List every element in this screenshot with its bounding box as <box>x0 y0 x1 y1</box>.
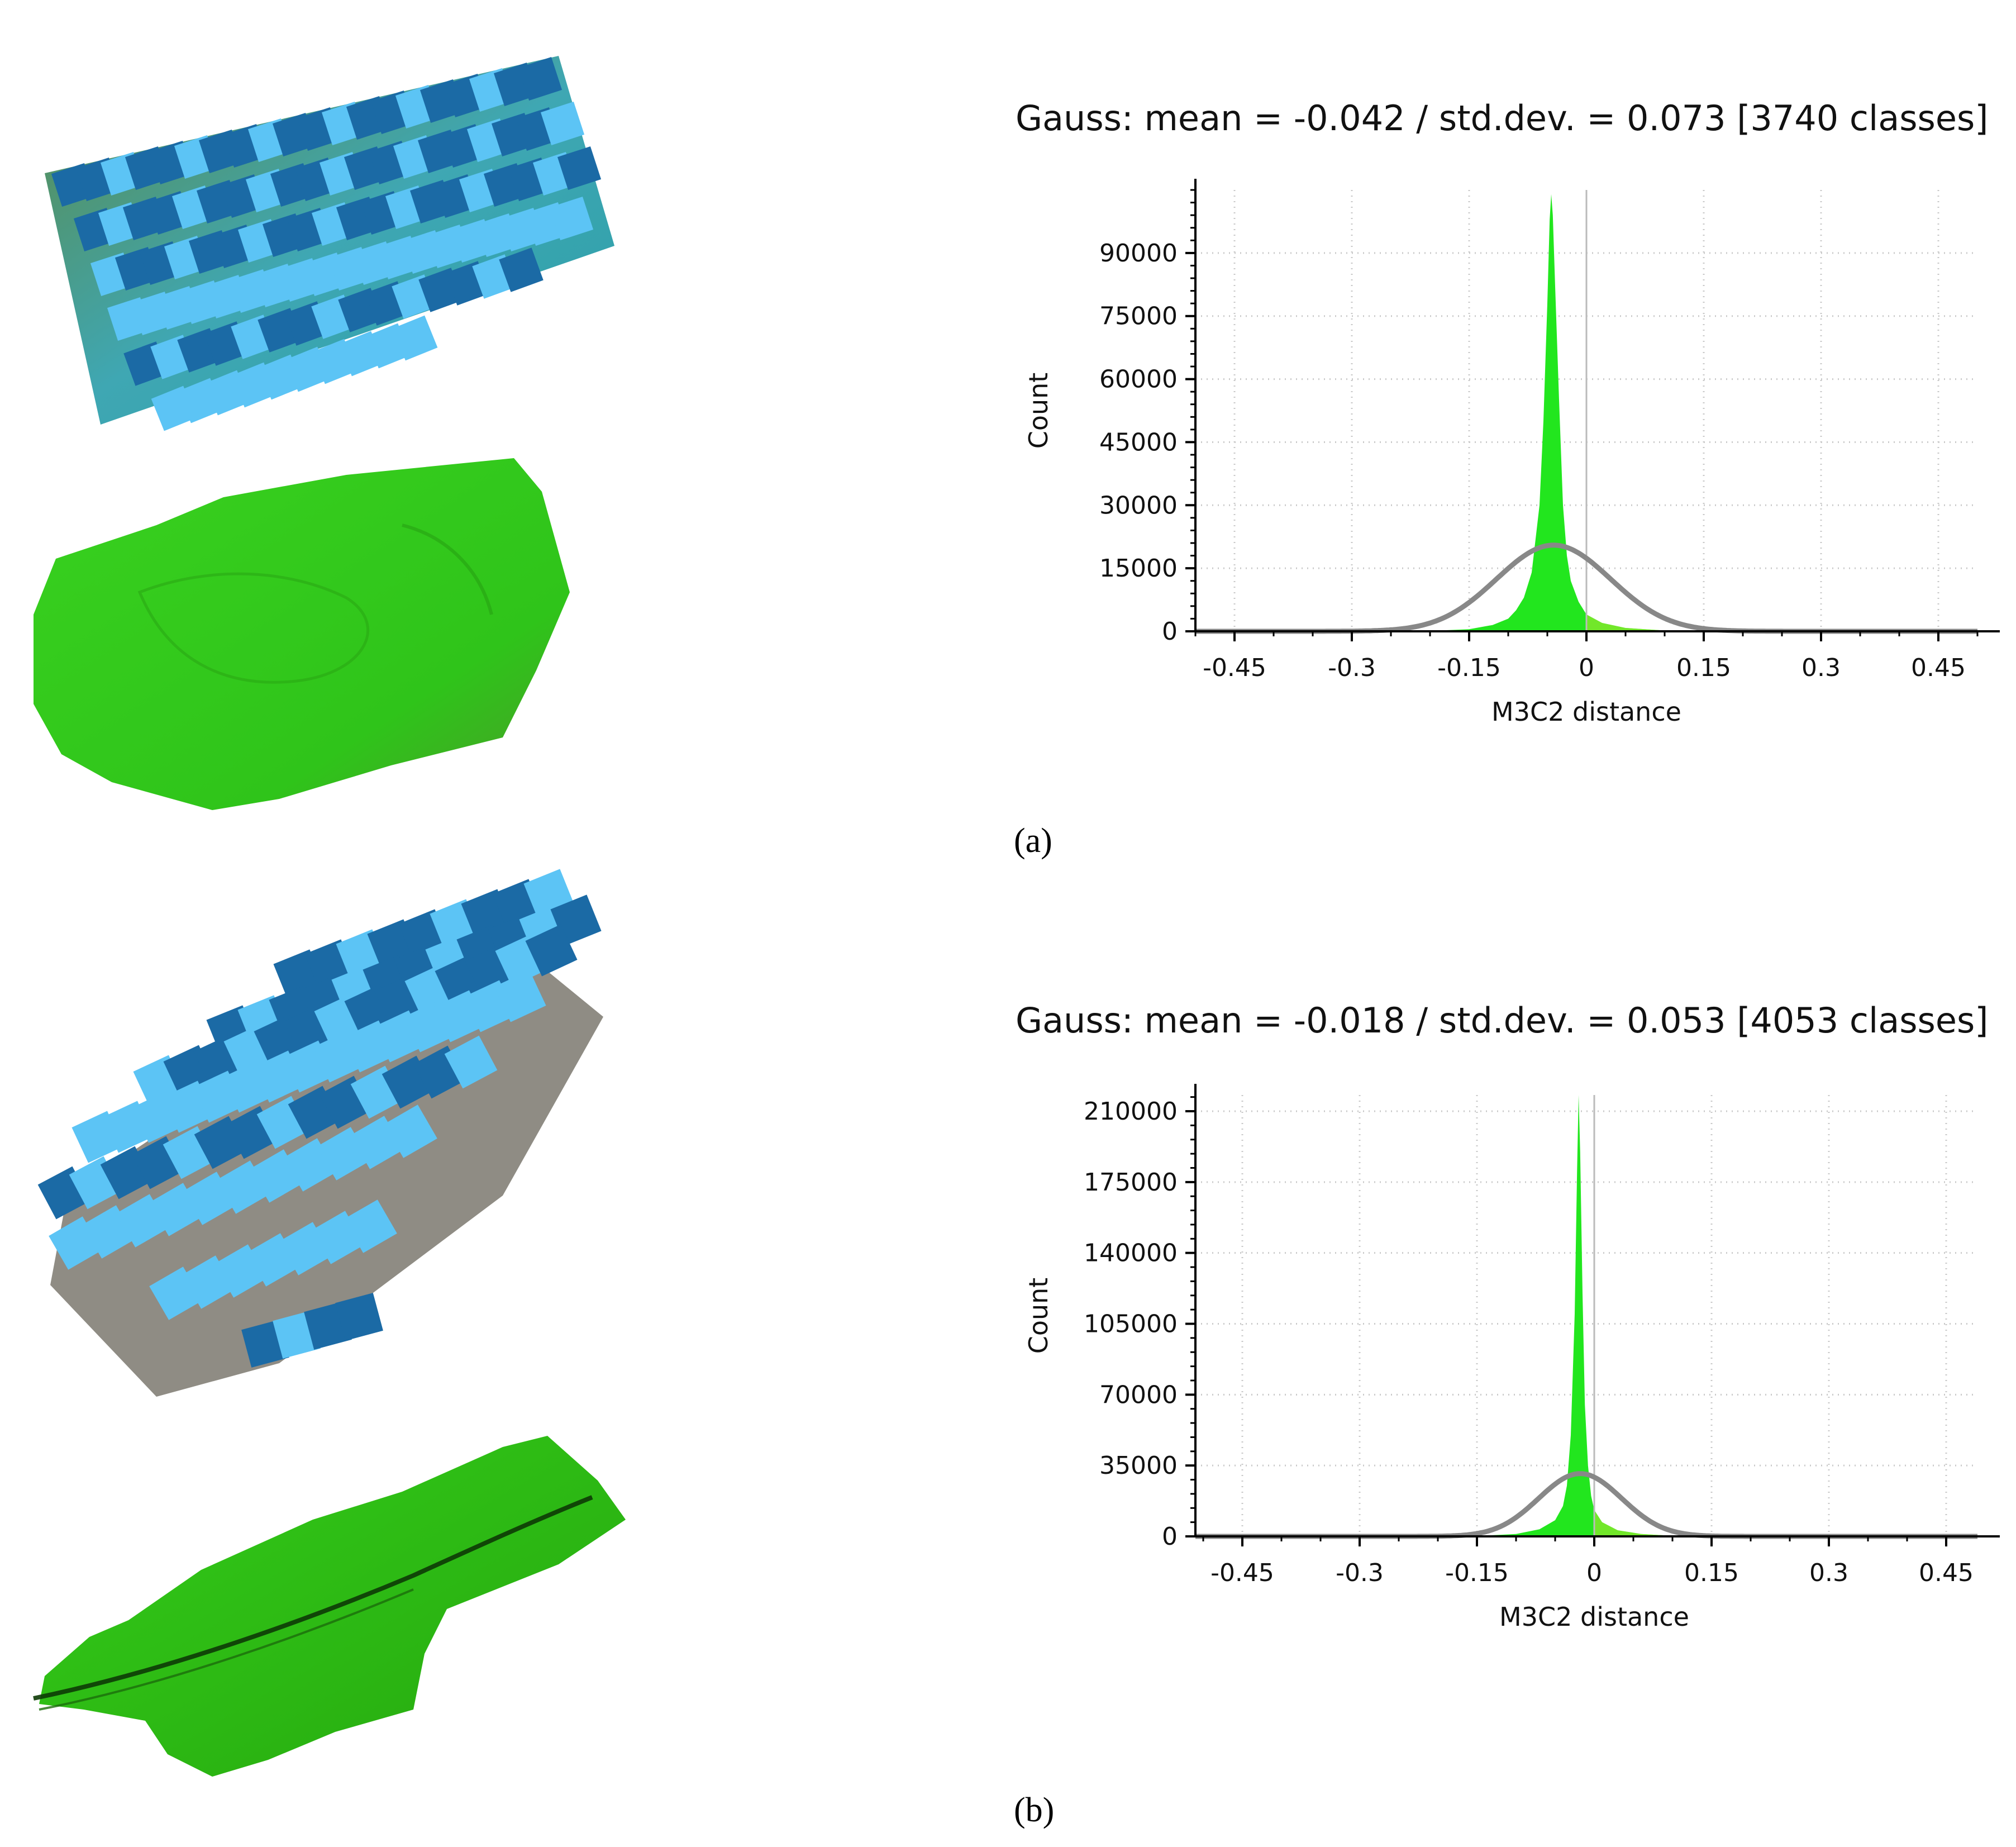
x-tick-label: -0.15 <box>1437 654 1501 682</box>
camera-footprint <box>499 247 544 292</box>
camera-footprint <box>549 196 594 241</box>
histogram-chart-a: -0.45 -0.3 -0.15 0 0.15 0.3 0.45 0 15000 30000 450… <box>1023 179 2000 727</box>
y-axis-title: Count <box>1023 1278 1054 1354</box>
camera-footprints-a <box>51 56 602 431</box>
histogram-chart-b: -0.45 -0.3 -0.15 0 0.15 0.3 0.45 0 35000 70000 105… <box>1023 1084 2000 1632</box>
histogram-right-tail <box>1586 614 1977 631</box>
dem-a <box>34 458 570 810</box>
camera-footprints-b <box>37 869 602 1368</box>
x-tick-label: -0.15 <box>1445 1559 1509 1587</box>
y-tick-label: 0 <box>1162 1522 1178 1551</box>
x-tick-label: 0 <box>1579 654 1594 682</box>
chart-title-b: Gauss: mean = -0.018 / std.dev. = 0.053 … <box>1016 1000 1989 1041</box>
camera-footprint <box>344 1199 397 1253</box>
camera-footprint <box>494 970 546 1022</box>
y-axis-title: Count <box>1023 373 1054 449</box>
camera-footprint <box>525 924 578 977</box>
histogram-right-tail <box>1594 1510 1977 1536</box>
x-tick-label: 0.3 <box>1809 1559 1848 1587</box>
y-tick-label: 60000 <box>1099 365 1178 394</box>
camera-footprint <box>392 315 438 361</box>
x-tick-label: 0 <box>1586 1559 1602 1587</box>
chart-title-a: Gauss: mean = -0.042 / std.dev. = 0.073 … <box>1016 98 1989 139</box>
y-tick-label: 105000 <box>1084 1310 1178 1338</box>
y-tick-label: 90000 <box>1099 239 1178 268</box>
camera-footprint <box>335 1293 383 1341</box>
camera-footprint <box>557 146 602 191</box>
x-tick-label: -0.3 <box>1336 1559 1384 1587</box>
histogram-area <box>1195 1095 1977 1536</box>
caption-a: (a) <box>1014 822 1052 860</box>
y-tick-label: 45000 <box>1099 428 1178 456</box>
caption-b: (b) <box>1014 1791 1055 1829</box>
y-tick-label: 210000 <box>1084 1097 1178 1126</box>
y-tick-label: 15000 <box>1099 554 1178 583</box>
x-tick-label: -0.3 <box>1328 654 1376 682</box>
x-tick-label: 0.3 <box>1801 654 1841 682</box>
x-axis-title: M3C2 distance <box>1491 697 1681 727</box>
y-tick-label: 30000 <box>1099 491 1178 520</box>
x-tick-label: 0.15 <box>1676 654 1731 682</box>
y-tick-label: 0 <box>1162 617 1178 646</box>
y-tick-label: 140000 <box>1084 1239 1178 1268</box>
y-tick-label: 70000 <box>1099 1381 1178 1409</box>
camera-footprint <box>540 101 585 146</box>
x-tick-label: 0.15 <box>1684 1559 1739 1587</box>
x-axis-title: M3C2 distance <box>1499 1602 1689 1632</box>
y-tick-label: 35000 <box>1099 1451 1178 1480</box>
camera-footprint <box>384 1105 437 1158</box>
survey-illustration-a <box>34 56 614 810</box>
y-tick-label: 175000 <box>1084 1168 1178 1197</box>
x-tick-label: -0.45 <box>1203 654 1266 682</box>
survey-illustration-b <box>33 869 626 1777</box>
x-tick-label: 0.45 <box>1919 1559 1974 1587</box>
camera-footprint <box>444 1035 498 1089</box>
dem-b <box>33 1436 626 1777</box>
y-tick-label: 75000 <box>1099 302 1178 331</box>
x-tick-label: 0.45 <box>1911 654 1966 682</box>
camera-footprint <box>518 56 563 101</box>
x-tick-label: -0.45 <box>1210 1559 1274 1587</box>
